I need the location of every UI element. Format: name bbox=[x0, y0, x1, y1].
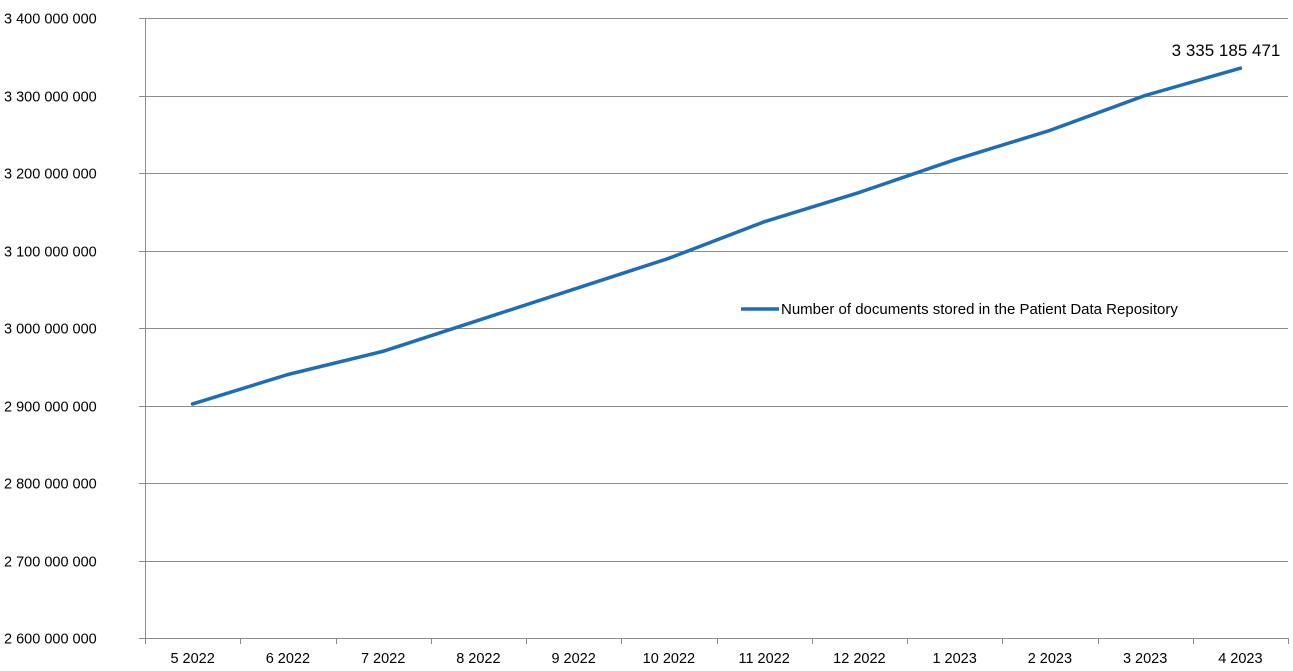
x-tick-label: 7 2022 bbox=[361, 651, 405, 667]
data-point bbox=[1143, 93, 1147, 98]
data-point bbox=[667, 256, 671, 261]
x-tick-label: 5 2022 bbox=[170, 651, 214, 667]
data-point bbox=[190, 402, 195, 406]
x-tick-label: 9 2022 bbox=[551, 651, 595, 667]
x-tick-label: 6 2022 bbox=[266, 651, 310, 667]
data-point bbox=[952, 158, 957, 162]
data-labels: 3 335 185 471 bbox=[1172, 41, 1281, 60]
series-line bbox=[190, 66, 1243, 406]
x-tick-label: 1 2023 bbox=[932, 651, 976, 667]
gridlines bbox=[139, 18, 1288, 639]
x-tick-label: 10 2022 bbox=[643, 651, 695, 667]
y-tick-label: 3 100 000 000 bbox=[4, 245, 97, 261]
series-lines bbox=[190, 66, 1243, 406]
x-tick-label: 8 2022 bbox=[456, 651, 500, 667]
data-label: 3 335 185 471 bbox=[1172, 41, 1281, 60]
y-tick-label: 3 400 000 000 bbox=[4, 12, 97, 28]
x-tick-label: 3 2023 bbox=[1123, 651, 1167, 667]
data-point bbox=[571, 287, 576, 292]
data-point bbox=[286, 372, 290, 377]
data-point bbox=[762, 220, 766, 224]
x-tick-label: 4 2023 bbox=[1218, 651, 1262, 667]
y-tick-label: 3 200 000 000 bbox=[4, 167, 97, 183]
data-point bbox=[857, 190, 862, 195]
data-point bbox=[1238, 66, 1243, 70]
legend-label: Number of documents stored in the Patien… bbox=[781, 301, 1178, 318]
x-tick-labels: 5 2022 6 2022 7 2022 8 2022 9 2022 10 2022 11 … bbox=[170, 651, 1262, 667]
x-tick-label: 11 2022 bbox=[738, 651, 789, 667]
x-tick-label: 2 2023 bbox=[1028, 651, 1072, 667]
legend: Number of documents stored in the Patien… bbox=[741, 301, 1178, 318]
y-tick-label: 2 800 000 000 bbox=[4, 477, 97, 493]
y-tick-label: 2 600 000 000 bbox=[4, 632, 97, 648]
data-point bbox=[476, 318, 481, 323]
x-tick-label: 12 2022 bbox=[833, 651, 885, 667]
y-tick-label: 2 700 000 000 bbox=[4, 555, 97, 571]
data-point bbox=[381, 349, 385, 354]
y-tick-labels: 2 600 000 000 2 700 000 000 2 800 000 000 2… bbox=[4, 12, 97, 648]
y-tick-label: 3 000 000 000 bbox=[4, 322, 97, 338]
axes bbox=[139, 18, 1289, 644]
y-tick-label: 3 300 000 000 bbox=[4, 90, 97, 106]
y-tick-label: 2 900 000 000 bbox=[4, 400, 97, 416]
data-point bbox=[1048, 128, 1052, 133]
